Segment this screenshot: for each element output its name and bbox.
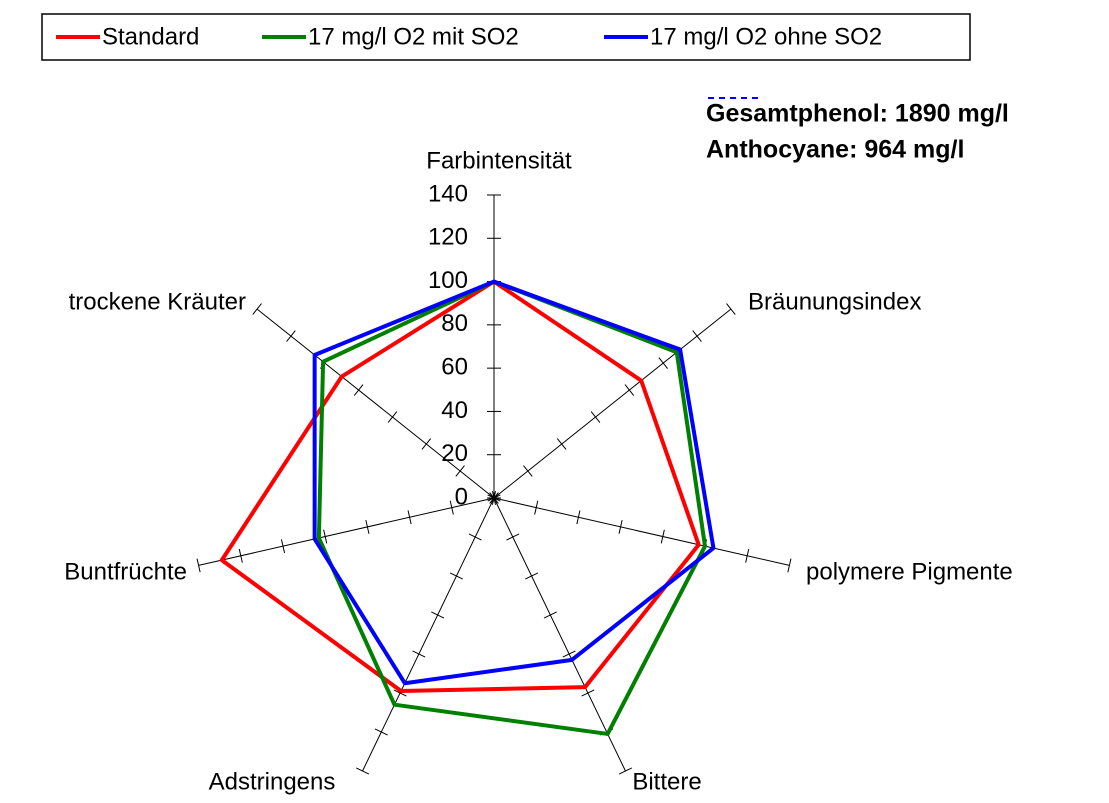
axis-line <box>256 308 495 499</box>
tick-mark <box>618 767 632 775</box>
tick-mark <box>365 519 370 534</box>
category-label: Buntfrüchte <box>64 558 187 585</box>
axis-line <box>362 497 495 772</box>
tick-label: 60 <box>441 353 468 380</box>
tick-mark <box>449 572 463 580</box>
legend-label: Standard <box>102 23 199 50</box>
tick-mark <box>407 510 412 525</box>
tick-mark <box>534 500 539 515</box>
category-label: trockene Kräuter <box>69 288 246 315</box>
tick-mark <box>726 303 736 315</box>
series-line <box>312 279 716 686</box>
tick-mark <box>576 510 581 525</box>
tick-mark <box>489 492 499 504</box>
tick-mark <box>468 533 482 541</box>
tick-mark <box>286 330 296 342</box>
tick-mark <box>387 411 398 423</box>
axis-line <box>198 497 495 566</box>
tick-mark <box>525 572 539 580</box>
tick-mark <box>658 357 668 369</box>
tick-label: 0 <box>455 483 468 510</box>
axis-line <box>493 497 790 566</box>
series-line <box>316 279 708 736</box>
legend-label: 17 mg/l O2 mit SO2 <box>308 23 519 50</box>
tick-mark <box>745 548 750 563</box>
tick-mark <box>393 689 407 697</box>
tick-label: 120 <box>428 224 468 251</box>
axis-line <box>493 308 732 499</box>
category-label: Bittere <box>632 768 701 795</box>
tick-mark <box>660 529 665 544</box>
category-label: Farbintensität <box>426 147 572 174</box>
tick-mark <box>556 438 567 450</box>
tick-mark <box>562 650 576 658</box>
category-label: polymere Pigmente <box>806 558 1013 585</box>
category-label: Adstringens <box>209 768 336 795</box>
tick-label: 140 <box>428 180 468 207</box>
tick-mark <box>374 728 388 736</box>
axis-line <box>493 497 626 772</box>
tick-mark <box>431 611 445 619</box>
tick-mark <box>692 330 702 342</box>
tick-mark <box>455 465 465 477</box>
tick-mark <box>252 303 262 315</box>
tick-mark <box>590 411 601 423</box>
tick-mark <box>196 558 201 573</box>
tick-label: 40 <box>441 397 468 424</box>
category-label: Bräunungsindex <box>748 288 921 315</box>
tick-mark <box>412 650 426 658</box>
tick-mark <box>238 548 243 563</box>
tick-mark <box>618 519 623 534</box>
tick-mark <box>506 533 520 541</box>
tick-mark <box>353 384 364 396</box>
tick-mark <box>449 500 454 515</box>
tick-label: 20 <box>441 440 468 467</box>
annotation: Gesamtphenol: 1890 mg/l <box>706 100 1009 128</box>
legend-box <box>41 13 971 61</box>
legend-label: 17 mg/l O2 ohne SO2 <box>650 23 882 50</box>
tick-mark <box>421 438 432 450</box>
tick-mark <box>787 558 792 573</box>
tick-mark <box>624 384 635 396</box>
tick-mark <box>543 611 557 619</box>
annotation: Anthocyane: 964 mg/l <box>706 136 964 164</box>
tick-mark <box>280 539 286 554</box>
tick-mark <box>356 767 370 775</box>
tick-mark <box>581 689 595 697</box>
tick-mark <box>323 529 328 544</box>
tick-mark <box>523 465 533 477</box>
tick-label: 80 <box>441 310 468 337</box>
tick-label: 100 <box>428 267 468 294</box>
